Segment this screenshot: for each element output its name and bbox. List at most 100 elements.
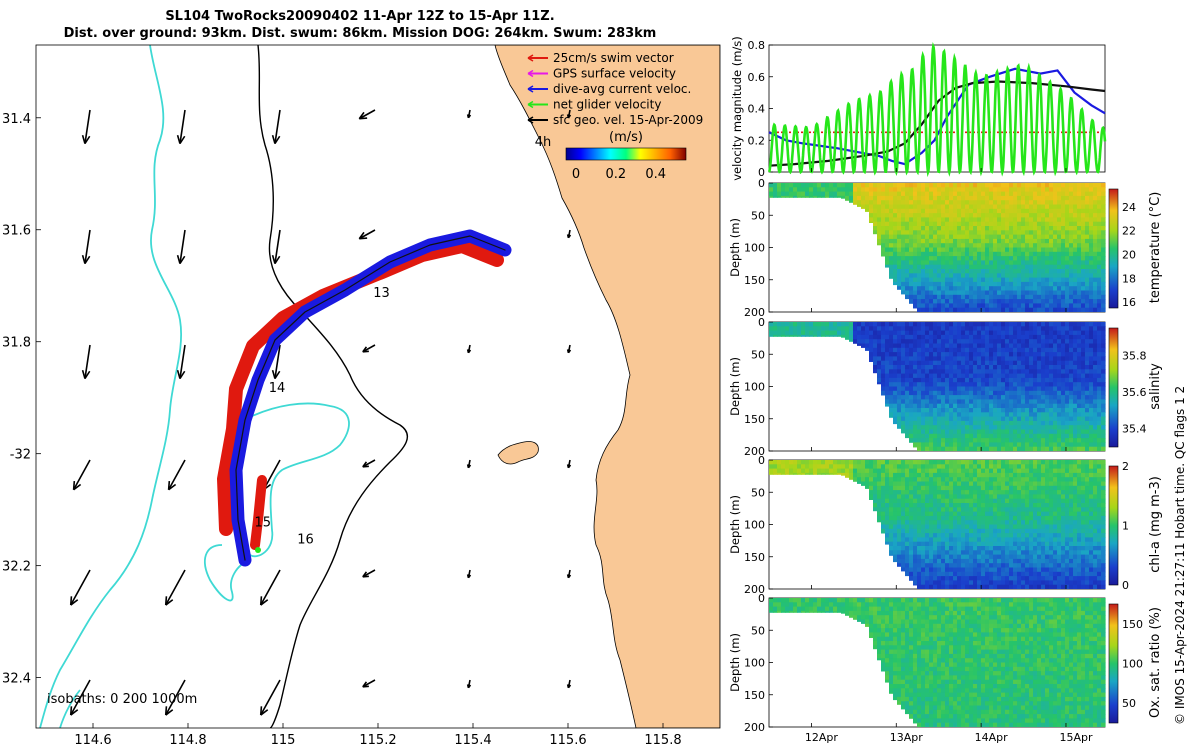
heatmap-cell [913, 460, 918, 465]
heatmap-cell [841, 460, 846, 465]
heatmap-cell [1009, 230, 1014, 236]
heatmap-cell [1053, 330, 1058, 336]
heatmap-cell [1097, 195, 1102, 201]
heatmap-cell [1085, 294, 1090, 300]
heatmap-cell [909, 294, 914, 300]
heatmap-cell [1057, 326, 1062, 332]
heatmap-cell [1053, 412, 1058, 418]
heatmap-cell [993, 307, 998, 312]
heatmap-cell [937, 343, 942, 349]
heatmap-cell [905, 294, 910, 300]
heatmap-cell [1097, 290, 1102, 296]
heatmap-cell [1073, 256, 1078, 261]
heatmap-cell [925, 563, 930, 569]
heatmap-cell [989, 347, 994, 353]
heatmap-cell [1041, 230, 1046, 236]
heatmap-cell [905, 533, 910, 538]
heatmap-cell [889, 208, 894, 214]
heatmap-cell [965, 412, 970, 418]
heatmap-cell [961, 343, 966, 349]
heatmap-cell [1045, 356, 1050, 362]
heatmap-cell [989, 416, 994, 422]
heatmap-cell [1081, 433, 1086, 439]
heatmap-cell [1009, 412, 1014, 418]
heatmap-cell [933, 356, 938, 362]
velocity-arrow-shaft [362, 679, 376, 688]
heatmap-cell [1049, 420, 1054, 426]
velocity-ytick-label: 0.8 [748, 39, 766, 52]
heatmap-cell [961, 234, 966, 240]
heatmap-cell [933, 571, 938, 577]
heatmap-cell [937, 208, 942, 214]
heatmap-cell [813, 468, 818, 474]
heatmap-cell [1021, 554, 1026, 560]
heatmap-cell [933, 537, 938, 543]
heatmap-cell [909, 200, 914, 206]
heatmap-cell [1021, 403, 1026, 409]
heatmap-cell [873, 326, 878, 332]
isobath-1000m [257, 45, 409, 728]
heatmap-cell [925, 226, 930, 231]
colorbar-tick-label: 35.6 [1122, 386, 1147, 399]
heatmap-cell [985, 520, 990, 526]
heatmap-cell [1017, 584, 1022, 589]
heatmap-cell [977, 563, 982, 569]
heatmap-cell [1025, 515, 1030, 521]
heatmap-cell [961, 352, 966, 357]
heatmap-cell [1025, 326, 1030, 332]
heatmap-cell [981, 243, 986, 249]
heatmap-cell [1073, 299, 1078, 304]
heatmap-cell [977, 281, 982, 287]
heatmap-cell [1089, 191, 1094, 197]
heatmap-cell [1037, 290, 1042, 296]
heatmap-cell [1065, 390, 1070, 396]
heatmap-cell [1073, 425, 1078, 431]
heatmap-cell [913, 299, 918, 304]
heatmap-cell [1013, 208, 1018, 214]
map-ytick-label: 31.4 [2, 112, 31, 127]
heatmap-cell [941, 251, 946, 257]
heatmap-cell [793, 464, 798, 470]
heatmap-cell [953, 339, 958, 345]
map-xtick-label: 115.4 [454, 733, 491, 748]
heatmap-cell [953, 558, 958, 564]
heatmap-cell [1093, 208, 1098, 214]
heatmap-cell [1021, 238, 1026, 244]
heatmap-cell [1101, 373, 1106, 379]
heatmap-cell [961, 416, 966, 422]
heatmap-cell [897, 537, 902, 543]
heatmap-cell [929, 256, 934, 261]
heatmap-cell [925, 528, 930, 534]
heatmap-cell [937, 580, 942, 586]
heatmap-cell [1101, 382, 1106, 388]
heatmap-cell [1037, 208, 1042, 214]
heatmap-cell [961, 183, 966, 188]
heatmap-cell [969, 260, 974, 266]
heatmap-cell [1005, 399, 1010, 405]
heatmap-cell [913, 230, 918, 236]
heatmap-cell [989, 195, 994, 201]
heatmap-cell [793, 187, 798, 193]
heatmap-cell [873, 468, 878, 474]
heatmap-cell [957, 200, 962, 206]
heatmap-cell [917, 485, 922, 491]
heatmap-cell [989, 294, 994, 300]
heatmap-cell [905, 256, 910, 261]
heatmap-cell [1081, 429, 1086, 435]
heatmap-cell [917, 343, 922, 349]
heatmap-cell [1037, 377, 1042, 383]
heatmap-cell [821, 472, 826, 475]
heatmap-cell [1001, 281, 1006, 287]
heatmap-cell [973, 438, 978, 443]
velocity-arrow-shaft [167, 459, 186, 491]
heatmap-cell [1009, 286, 1014, 292]
heatmap-cell [1081, 294, 1086, 300]
heatmap-cell [1101, 286, 1106, 292]
heatmap-cell [1013, 339, 1018, 345]
heatmap-cell [1045, 281, 1050, 287]
heatmap-cell [1069, 213, 1074, 218]
heatmap-cell [937, 558, 942, 564]
heatmap-cell [913, 330, 918, 336]
heatmap-cell [1033, 395, 1038, 400]
heatmap-cell [1061, 403, 1066, 409]
